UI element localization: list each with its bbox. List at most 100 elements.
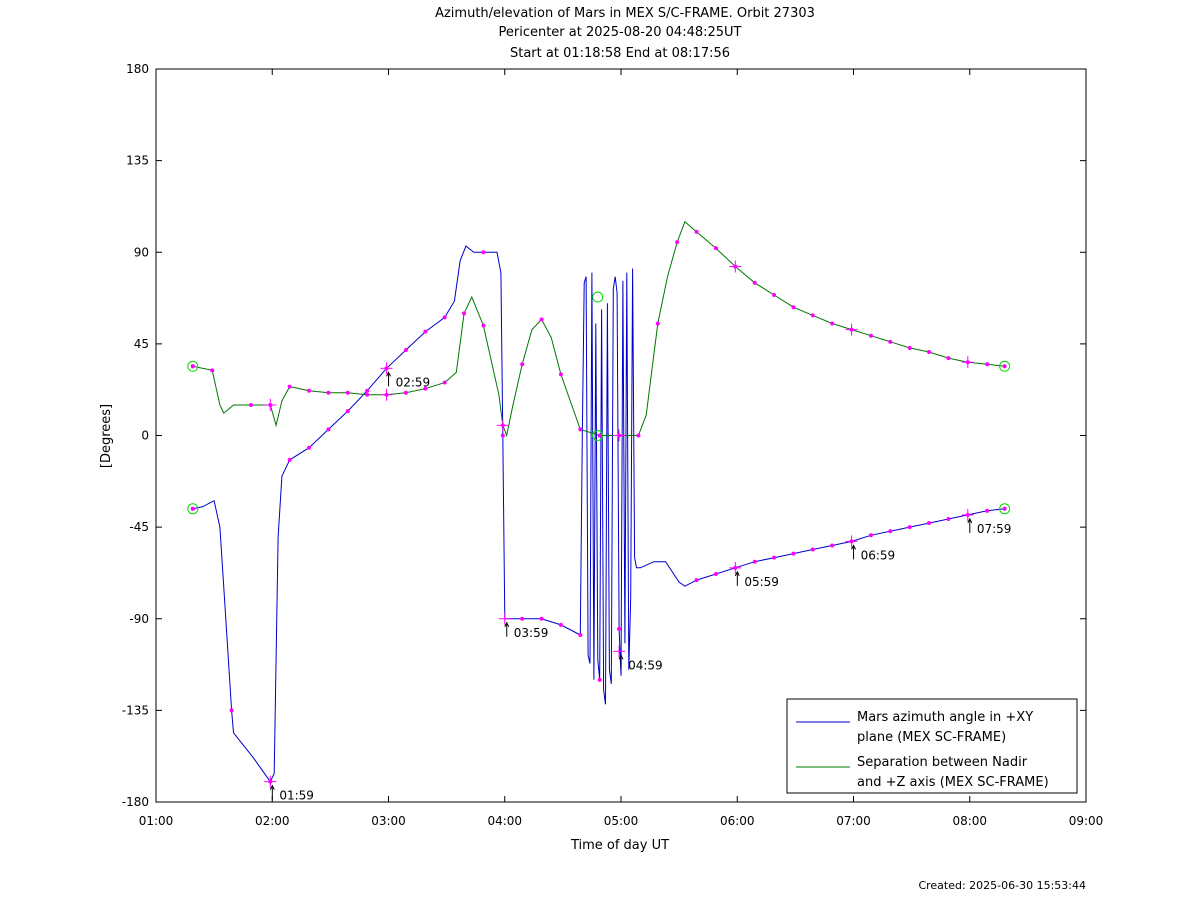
- annotation-label: 01:59: [279, 789, 314, 803]
- x-tick-labels: 01:00 02:00 03:00 04:00 05:00 06:00 07:00 08:00…: [139, 814, 1104, 828]
- pericenter-circle: [592, 430, 604, 441]
- series-point-marker: [345, 409, 350, 414]
- annotation-arrow-head: [386, 371, 392, 377]
- series-point-marker: [713, 246, 718, 251]
- series-point-marker: [830, 321, 835, 326]
- created-timestamp: Created: 2025-06-30 15:53:44: [918, 879, 1086, 892]
- annotation-arrow-head: [618, 654, 624, 660]
- series-point-marker: [558, 372, 563, 377]
- endpoint-circle: [999, 360, 1011, 372]
- series-point-marker: [675, 240, 680, 245]
- endpoint-marker: [190, 506, 195, 511]
- legend-label-separation-line2: and +Z axis (MEX SC-FRAME): [857, 775, 1049, 790]
- series-point-marker: [500, 433, 505, 438]
- markers-layer: [187, 229, 1011, 784]
- series-point-marker: [326, 390, 331, 395]
- y-tick-label: 45: [134, 337, 149, 351]
- series-point-marker: [520, 616, 525, 621]
- series-point-marker: [985, 362, 990, 367]
- annotation-arrow-head: [269, 784, 275, 790]
- series-point-marker: [326, 427, 331, 432]
- series-point-marker: [287, 457, 292, 462]
- series-point-marker: [423, 386, 428, 391]
- annotation-label: 06:59: [861, 548, 896, 562]
- y-tick-label: 180: [126, 62, 149, 76]
- series-point-marker: [772, 293, 777, 298]
- endpoint-marker: [1002, 506, 1007, 511]
- series-point-marker: [229, 708, 234, 713]
- series-point-marker: [810, 313, 815, 318]
- series-point-marker: [927, 350, 932, 355]
- series-point-marker: [636, 433, 641, 438]
- series-point-marker: [520, 362, 525, 367]
- series-point-marker: [539, 616, 544, 621]
- series-point-marker: [946, 516, 951, 521]
- chart-subtitle-pericenter: Pericenter at 2025-08-20 04:48:25UT: [498, 25, 741, 40]
- annotation-label: 04:59: [628, 658, 663, 672]
- series-point-marker: [927, 521, 932, 526]
- series-point-marker: [481, 250, 486, 255]
- series-point-marker: [694, 578, 699, 583]
- series-point-marker: [403, 390, 408, 395]
- x-tick-label: 07:00: [836, 814, 871, 828]
- series-point-marker: [907, 345, 912, 350]
- series-point-marker: [365, 392, 370, 397]
- series-point-marker: [462, 311, 467, 316]
- x-tick-label: 09:00: [1069, 814, 1104, 828]
- series-point-marker: [210, 368, 215, 373]
- series-point-marker: [888, 529, 893, 534]
- chart-title: Azimuth/elevation of Mars in MEX S/C-FRA…: [435, 6, 815, 21]
- y-tick-label: -45: [129, 520, 149, 534]
- annotation-label: 02:59: [396, 375, 431, 389]
- y-axis-label: [Degrees]: [99, 404, 114, 468]
- x-tick-label: 03:00: [371, 814, 406, 828]
- annotation-arrow-head: [851, 544, 857, 550]
- annotation-arrow-head: [967, 517, 973, 524]
- endpoint-circle: [999, 503, 1011, 515]
- annotation-label: 07:59: [977, 522, 1012, 536]
- annotation-arrow-head: [734, 570, 740, 577]
- series-point-marker: [772, 555, 777, 560]
- series-point-marker: [985, 508, 990, 513]
- y-tick-label: -135: [122, 703, 149, 717]
- series-point-marker: [423, 329, 428, 334]
- series-point-marker: [287, 384, 292, 389]
- legend: Mars azimuth angle in +XY plane (MEX SC-…: [786, 698, 1078, 794]
- series-point-marker: [442, 380, 447, 385]
- series-point-marker: [752, 280, 757, 285]
- series-point-marker: [539, 317, 544, 322]
- endpoint-circle: [187, 503, 199, 515]
- series-point-marker: [752, 559, 757, 564]
- series-point-marker: [248, 402, 253, 407]
- series-point-marker: [442, 315, 447, 320]
- x-tick-label: 08:00: [952, 814, 987, 828]
- series-point-marker: [655, 321, 660, 326]
- series-point-marker: [830, 543, 835, 548]
- y-tick-label: -90: [129, 612, 149, 626]
- series-point-marker: [868, 533, 873, 538]
- series-point-marker: [907, 525, 912, 530]
- endpoint-marker: [190, 364, 195, 369]
- x-tick-label: 01:00: [139, 814, 174, 828]
- endpoint-marker: [1002, 364, 1007, 369]
- series-point-marker: [597, 433, 602, 438]
- legend-label-azimuth-line2: plane (MEX SC-FRAME): [857, 730, 1006, 745]
- time-annotations: 01:59 02:59 03:59 04:59 05:59 06:59 07:59: [264, 362, 1012, 803]
- series-point-marker: [791, 551, 796, 556]
- series-point-marker: [694, 229, 699, 234]
- series-point-marker: [946, 356, 951, 361]
- series-point-marker: [558, 622, 563, 627]
- series-point-marker: [713, 571, 718, 576]
- legend-box: [786, 698, 1078, 794]
- legend-label-azimuth-line1: Mars azimuth angle in +XY: [857, 710, 1033, 725]
- series-point-marker: [791, 305, 796, 310]
- series-point-marker: [307, 445, 312, 450]
- axis-ticks: [155, 68, 1087, 803]
- series-point-marker: [307, 388, 312, 393]
- series-point-marker: [578, 427, 583, 432]
- y-tick-label: 90: [134, 245, 149, 259]
- series-point-marker: [578, 633, 583, 638]
- annotation-label: 03:59: [514, 626, 549, 640]
- annotation-label: 05:59: [744, 575, 779, 589]
- y-tick-label: 0: [141, 429, 149, 443]
